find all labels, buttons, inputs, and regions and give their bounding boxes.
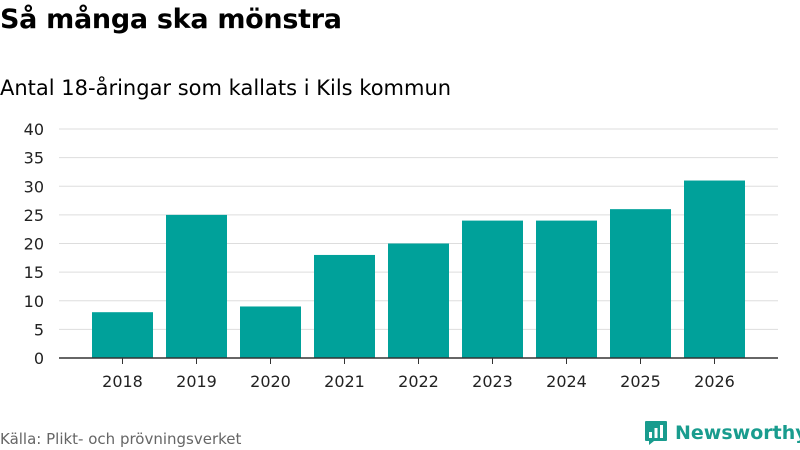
x-tick-label: 2026 [694,372,735,391]
y-tick-label: 5 [34,320,44,339]
source-note: Källa: Plikt- och prövningsverket [0,430,242,448]
bar-2021 [314,254,375,358]
bar-chart-logo-icon [645,421,667,445]
chart-title: Så många ska mönstra [0,4,342,35]
bar-2026 [684,180,745,358]
bar-2019 [166,214,227,358]
bar-2018 [92,312,153,358]
x-tick-label: 2018 [102,372,143,391]
bar-2024 [536,220,597,358]
y-tick-label: 40 [24,120,44,139]
y-tick-label: 0 [34,349,44,368]
x-tick-label: 2020 [250,372,291,391]
x-tick-label: 2024 [546,372,587,391]
x-tick-label: 2025 [620,372,661,391]
x-tick-label: 2021 [324,372,365,391]
y-axis-ticks: 0 5 10 15 20 25 30 35 40 [24,120,44,368]
bar-2020 [240,306,301,358]
brand-logo: Newsworthy [644,420,800,446]
y-tick-label: 25 [24,206,44,225]
x-tick-label: 2019 [176,372,217,391]
bars [92,180,745,358]
chart-subtitle: Antal 18-åringar som kallats i Kils komm… [0,76,452,100]
y-tick-label: 35 [24,149,44,168]
bar-2025 [610,209,671,358]
x-tick-label: 2022 [398,372,439,391]
bar-2023 [462,220,523,358]
brand-name: Newsworthy [675,422,800,444]
y-tick-label: 30 [24,177,44,196]
y-tick-label: 10 [24,292,44,311]
x-tick-label: 2023 [472,372,513,391]
y-tick-label: 15 [24,263,44,282]
bar-2022 [388,243,449,358]
x-axis-ticks: 2018 2019 2020 2021 2022 2023 2024 2025 2026 [102,358,735,391]
y-tick-label: 20 [24,235,44,254]
